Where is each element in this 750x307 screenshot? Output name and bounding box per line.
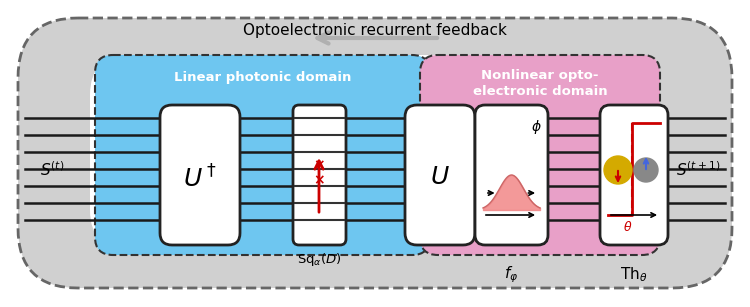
Text: $\mathrm{Th}_\theta$: $\mathrm{Th}_\theta$ bbox=[620, 266, 648, 284]
Text: $f_\varphi$: $f_\varphi$ bbox=[504, 265, 519, 285]
FancyBboxPatch shape bbox=[405, 105, 475, 245]
FancyBboxPatch shape bbox=[293, 105, 346, 245]
Text: $S^{(t+1)}$: $S^{(t+1)}$ bbox=[676, 161, 720, 179]
Text: $S^{(t)}$: $S^{(t)}$ bbox=[40, 161, 64, 179]
Text: Optoelectronic recurrent feedback: Optoelectronic recurrent feedback bbox=[243, 22, 507, 37]
Text: Linear photonic domain: Linear photonic domain bbox=[174, 71, 351, 84]
FancyBboxPatch shape bbox=[420, 55, 660, 255]
FancyBboxPatch shape bbox=[475, 105, 548, 245]
Text: ×: × bbox=[314, 158, 325, 172]
FancyBboxPatch shape bbox=[160, 105, 240, 245]
Text: $\phi$: $\phi$ bbox=[531, 118, 542, 136]
FancyBboxPatch shape bbox=[95, 55, 430, 255]
Text: ×: × bbox=[314, 173, 325, 187]
Text: $\mathrm{Sq}_\alpha$$(D)$: $\mathrm{Sq}_\alpha$$(D)$ bbox=[296, 251, 341, 269]
Text: $U$: $U$ bbox=[430, 165, 450, 189]
FancyBboxPatch shape bbox=[90, 55, 660, 250]
Circle shape bbox=[634, 158, 658, 182]
Circle shape bbox=[604, 156, 632, 184]
Text: $\theta$: $\theta$ bbox=[623, 220, 633, 234]
FancyBboxPatch shape bbox=[600, 105, 668, 245]
FancyBboxPatch shape bbox=[18, 18, 732, 288]
Text: $U^\dagger$: $U^\dagger$ bbox=[183, 165, 217, 192]
Text: Nonlinear opto-
electronic domain: Nonlinear opto- electronic domain bbox=[472, 68, 608, 98]
